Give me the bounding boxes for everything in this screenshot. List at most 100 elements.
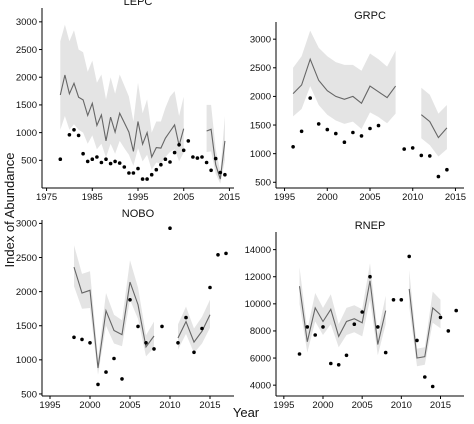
observed-point bbox=[336, 363, 341, 367]
x-tick-label: 2005 bbox=[119, 400, 140, 411]
panel-title: LEPC bbox=[124, 0, 153, 8]
observed-point bbox=[430, 384, 435, 389]
observed-point bbox=[415, 338, 419, 343]
observed-point bbox=[342, 140, 347, 144]
observed-point bbox=[117, 161, 122, 165]
x-tick-label: 1975 bbox=[36, 192, 57, 203]
observed-point bbox=[149, 172, 154, 177]
observed-point bbox=[299, 129, 304, 134]
y-tick-label: 1500 bbox=[250, 120, 271, 131]
observed-point bbox=[344, 353, 349, 358]
y-tick-label: 2000 bbox=[16, 73, 37, 84]
observed-point bbox=[445, 167, 449, 172]
observed-point bbox=[419, 153, 424, 158]
x-tick-label: 2010 bbox=[159, 400, 180, 411]
observed-point bbox=[224, 251, 228, 256]
observed-point bbox=[172, 150, 177, 155]
y-tick-label: 1000 bbox=[250, 149, 271, 160]
observed-point bbox=[81, 151, 85, 156]
y-tick-label: 1000 bbox=[16, 128, 37, 139]
observed-point bbox=[168, 160, 172, 164]
observed-point bbox=[72, 335, 76, 340]
observed-point bbox=[359, 134, 364, 138]
observed-point bbox=[96, 382, 100, 387]
x-tick-label: 2015 bbox=[445, 192, 466, 203]
observed-point bbox=[195, 156, 200, 160]
confidence-band bbox=[60, 24, 184, 170]
estimate-line bbox=[298, 280, 387, 345]
observed-point bbox=[90, 157, 95, 161]
observed-point bbox=[200, 326, 204, 331]
y-tick-label: 2500 bbox=[16, 253, 37, 264]
observed-point bbox=[407, 254, 412, 259]
observed-point bbox=[88, 341, 92, 345]
x-tick-label: 2005 bbox=[173, 192, 194, 203]
observed-point bbox=[360, 310, 365, 314]
y-tick-label: 2500 bbox=[16, 45, 37, 56]
observed-point bbox=[313, 333, 318, 337]
x-tick-label: 2000 bbox=[79, 400, 100, 411]
x-tick-label: 2005 bbox=[359, 192, 380, 203]
panel-grpc: GRPC 500 1000 1500 2000 2500 3000 1995 2000 2005 2… bbox=[250, 10, 466, 203]
observed-point bbox=[136, 166, 140, 171]
observed-point bbox=[218, 170, 223, 175]
panel-lepc: LEPC 500 1000 1500 2000 2500 3000 1975 1985 1995 2… bbox=[16, 0, 240, 203]
y-tick-label: 3000 bbox=[16, 219, 37, 230]
observed-point bbox=[383, 350, 388, 355]
observed-point bbox=[145, 177, 149, 181]
observed-point bbox=[376, 123, 381, 128]
observed-point bbox=[140, 177, 145, 181]
panel-title: RNEP bbox=[355, 220, 386, 232]
y-tick-label: 3000 bbox=[16, 17, 37, 28]
observed-point bbox=[112, 356, 116, 361]
observed-point bbox=[446, 329, 451, 333]
observed-point bbox=[200, 155, 204, 159]
observed-point bbox=[131, 171, 136, 175]
x-tick-label: 2015 bbox=[199, 400, 220, 411]
confidence-band bbox=[299, 263, 386, 356]
x-tick-label: 1995 bbox=[273, 400, 294, 411]
y-tick-label: 1500 bbox=[16, 321, 37, 332]
x-tick-label: 1995 bbox=[274, 192, 295, 203]
observed-point bbox=[402, 147, 407, 151]
observed-point bbox=[216, 253, 220, 257]
y-tick-label: 4000 bbox=[250, 380, 271, 391]
observed-point bbox=[136, 324, 140, 329]
panel-title: NOBO bbox=[122, 208, 155, 220]
observed-point bbox=[128, 298, 132, 302]
observed-point bbox=[168, 226, 172, 230]
observed-point bbox=[159, 162, 163, 167]
observed-point bbox=[351, 130, 355, 135]
estimate-line bbox=[408, 288, 441, 359]
x-tick-label: 1995 bbox=[127, 192, 148, 203]
observed-point bbox=[85, 159, 90, 164]
observed-point bbox=[160, 324, 164, 329]
x-tick-label: 2000 bbox=[312, 400, 333, 411]
estimate-line bbox=[73, 266, 155, 369]
estimate-line bbox=[177, 314, 211, 344]
observed-point bbox=[192, 350, 196, 355]
x-tick-label: 1985 bbox=[82, 192, 103, 203]
observed-point bbox=[352, 322, 357, 327]
observed-point bbox=[454, 308, 459, 313]
observed-point bbox=[428, 154, 432, 158]
observed-point bbox=[391, 298, 396, 302]
y-tick-label: 1000 bbox=[16, 355, 37, 366]
observed-point bbox=[95, 155, 99, 159]
estimate-line bbox=[206, 128, 226, 180]
confidence-band bbox=[421, 87, 447, 157]
observed-point bbox=[120, 377, 124, 381]
estimate-line bbox=[420, 114, 448, 139]
observed-point bbox=[213, 156, 218, 161]
observed-point bbox=[163, 157, 168, 161]
observed-point bbox=[176, 341, 180, 345]
observed-point bbox=[177, 143, 181, 147]
observed-point bbox=[291, 145, 295, 149]
x-tick-label: 2005 bbox=[352, 400, 373, 411]
observed-point bbox=[399, 298, 404, 302]
x-tick-label: 2010 bbox=[402, 192, 423, 203]
observed-point bbox=[410, 146, 415, 150]
observed-point bbox=[154, 167, 159, 172]
observed-point bbox=[376, 325, 380, 329]
y-tick-label: 500 bbox=[255, 178, 271, 189]
